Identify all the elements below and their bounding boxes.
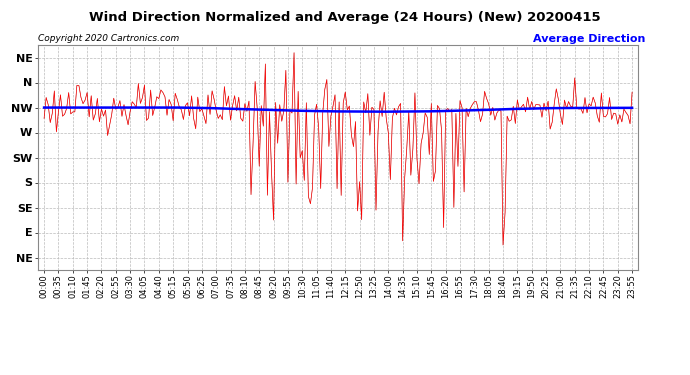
Text: Wind Direction Normalized and Average (24 Hours) (New) 20200415: Wind Direction Normalized and Average (2… (89, 11, 601, 24)
Text: Average Direction: Average Direction (533, 34, 645, 44)
Text: Copyright 2020 Cartronics.com: Copyright 2020 Cartronics.com (38, 34, 179, 43)
